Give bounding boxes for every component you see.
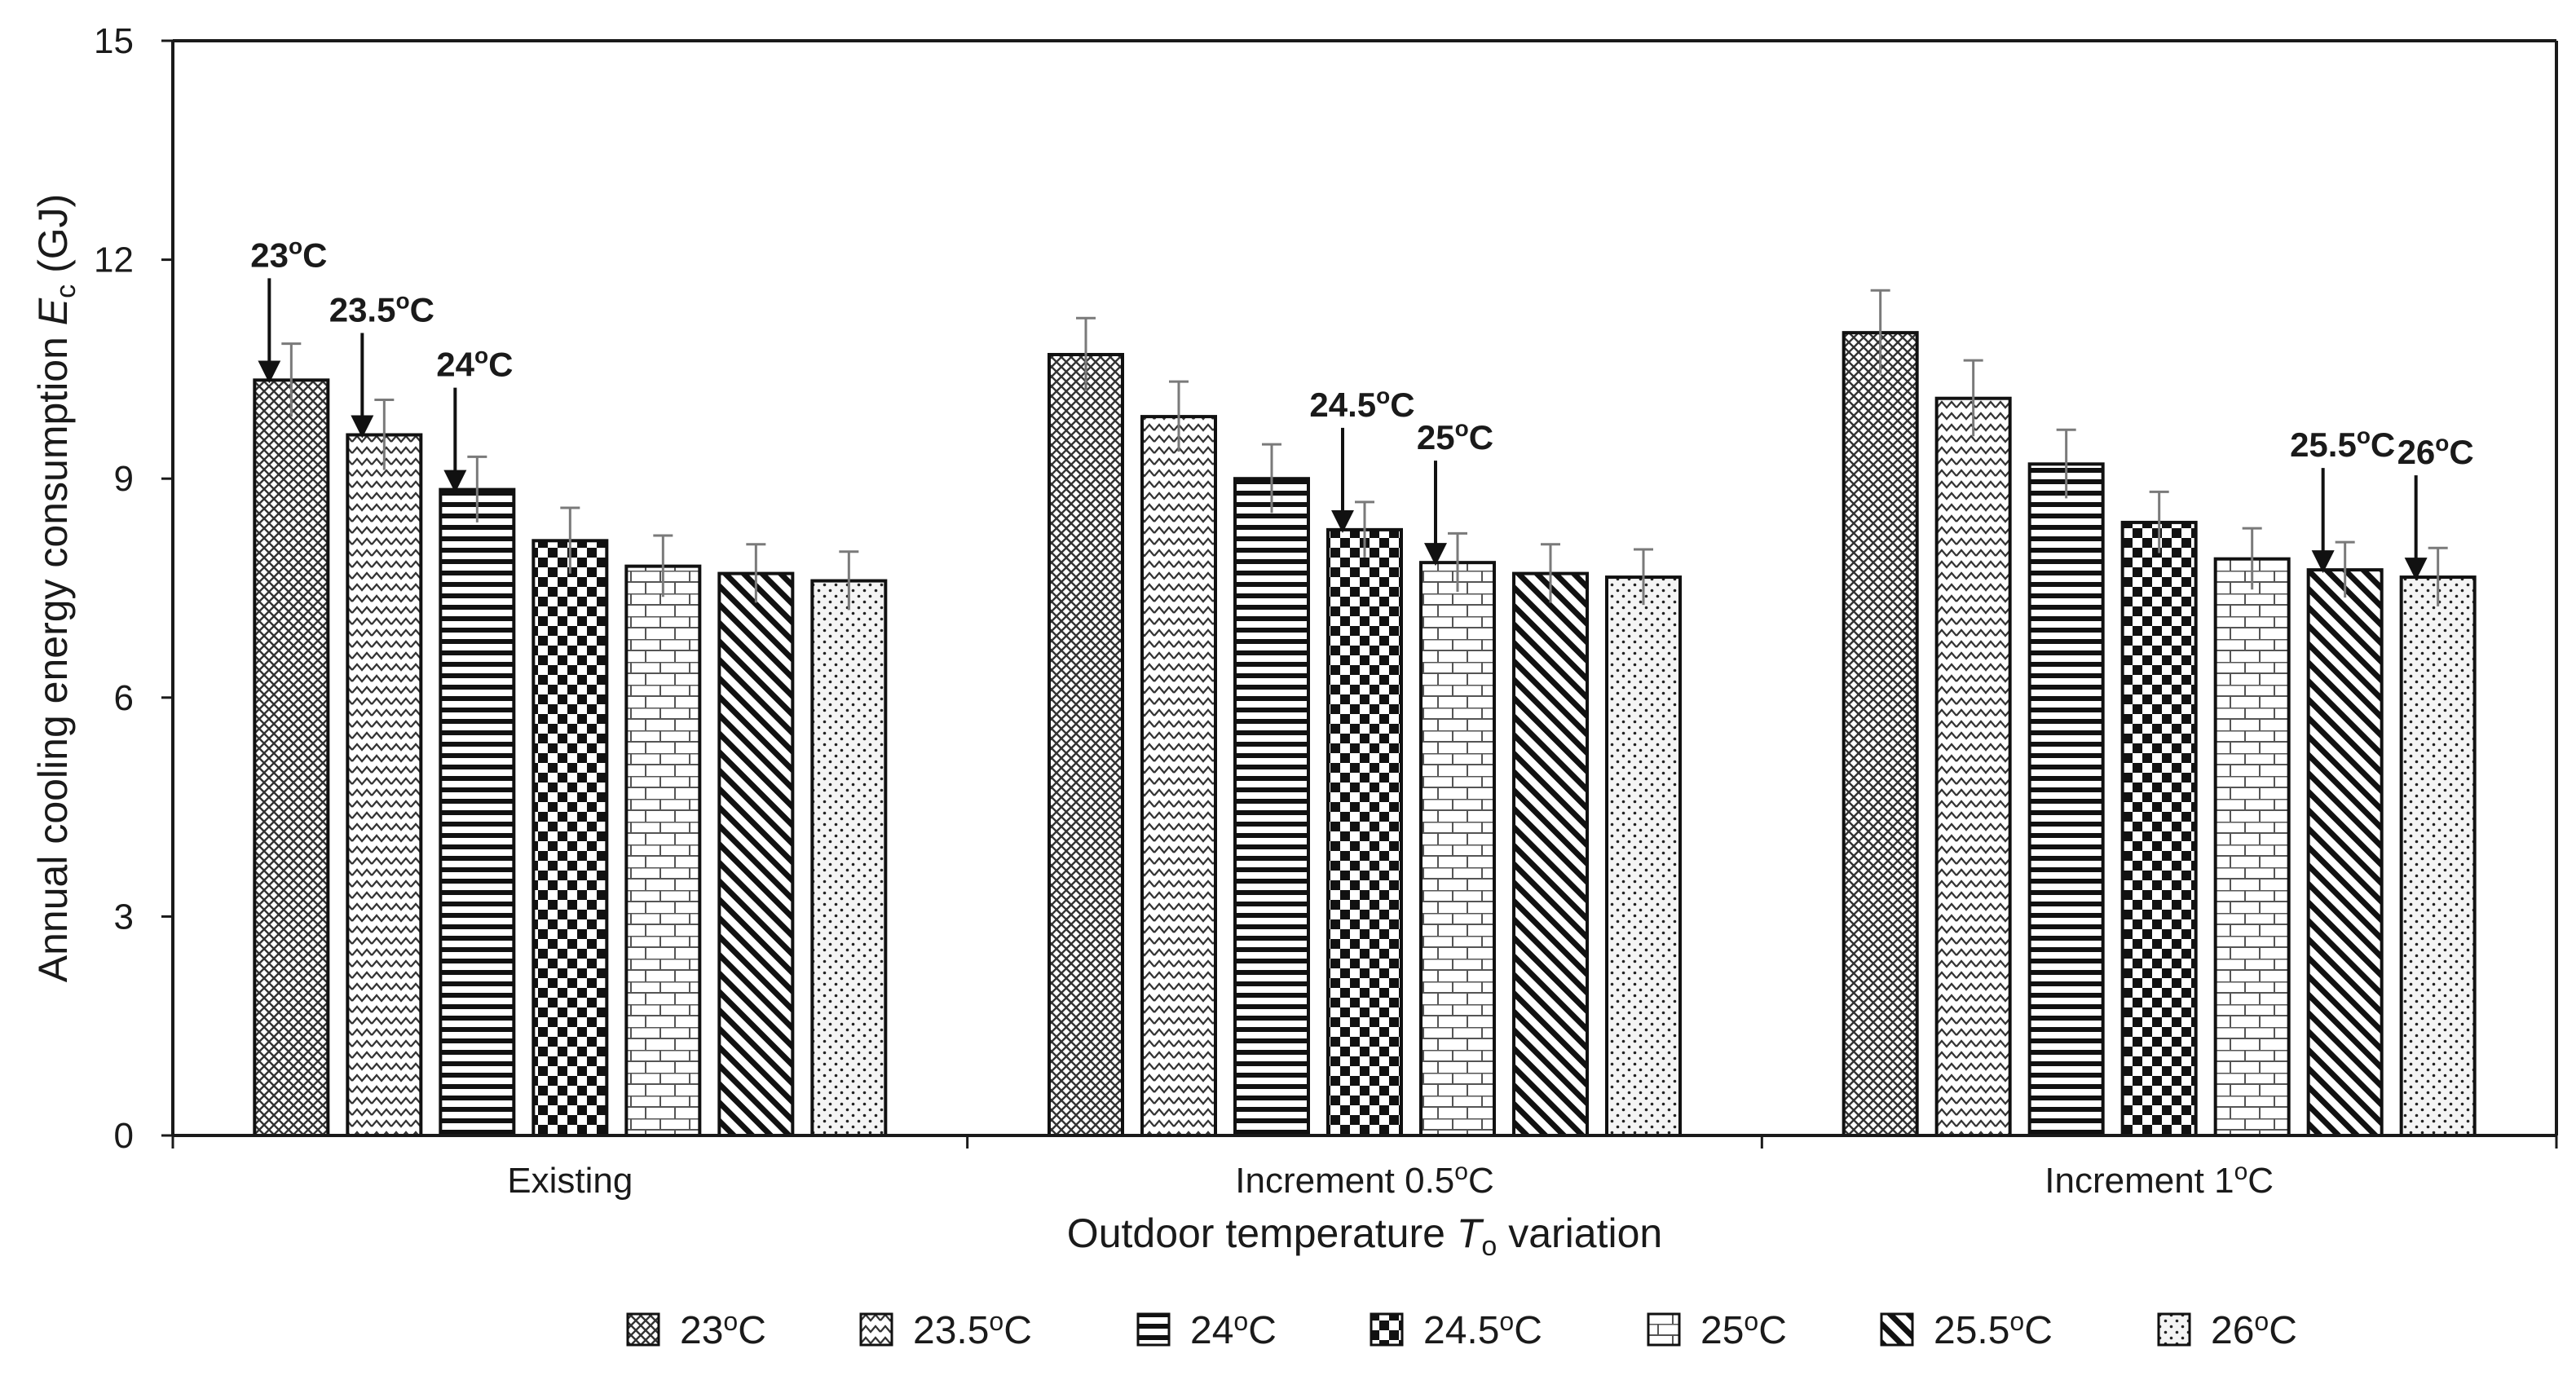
bar-24-5C-1 — [1326, 527, 1403, 1137]
annotation-label: 23oC — [250, 233, 327, 274]
annotation-label: 26oC — [2397, 430, 2474, 471]
y-tick-label: 15 — [94, 21, 134, 61]
annotation-label: 23.5oC — [329, 288, 434, 328]
legend-label: 24oC — [1190, 1307, 1277, 1352]
annotation-label: 24oC — [436, 343, 513, 384]
legend-label: 25.5oC — [1934, 1307, 2053, 1352]
y-axis-title: Annual cooling energy consumption Ec (GJ… — [30, 194, 82, 983]
bar-24-5C-0 — [532, 539, 609, 1137]
x-axis-title: Outdoor temperature To variation — [1067, 1210, 1662, 1262]
bar-25-5C-1 — [1512, 571, 1589, 1137]
annotation-label: 24.5oC — [1309, 383, 1414, 424]
legend-label: 23oC — [680, 1307, 766, 1352]
bar-26C-2 — [2399, 575, 2477, 1137]
bar-23-5C-2 — [1934, 396, 2012, 1138]
bar-24C-0 — [439, 487, 516, 1137]
legend-label: 23.5oC — [913, 1307, 1032, 1352]
y-axis-ticks: 0 3 6 9 12 15 — [94, 21, 173, 1156]
bar-25-5C-0 — [717, 571, 795, 1137]
bar-23C-2 — [1842, 331, 1919, 1137]
legend-swatch — [1647, 1312, 1681, 1347]
legend-label: 24.5oC — [1423, 1307, 1542, 1352]
bars-layer — [253, 331, 2477, 1138]
y-tick-label: 9 — [114, 459, 134, 499]
bar-24C-1 — [1233, 477, 1310, 1137]
y-tick-label: 0 — [114, 1116, 134, 1156]
legend-label: 25oC — [1700, 1307, 1787, 1352]
bar-26C-1 — [1605, 575, 1682, 1137]
bar-23-5C-1 — [1140, 415, 1217, 1137]
legend-swatch — [1370, 1312, 1404, 1347]
y-tick-label: 6 — [114, 678, 134, 718]
legend-swatch — [626, 1312, 660, 1347]
legend-swatch — [1880, 1312, 1914, 1347]
x-category-label: Existing — [507, 1161, 633, 1201]
bar-23C-1 — [1048, 352, 1124, 1137]
bar-25C-0 — [624, 564, 702, 1137]
x-axis-ticks: Existing Increment 0.5oC Increment 1oC — [171, 1135, 2558, 1201]
bar-24-5C-2 — [2120, 520, 2198, 1137]
x-category-label: Increment 0.5oC — [1235, 1158, 1494, 1201]
error-bars-layer — [281, 289, 2448, 611]
x-category-label: Increment 1oC — [2044, 1158, 2274, 1201]
legend-label: 26oC — [2211, 1307, 2297, 1352]
annotation-label: 25oC — [1417, 416, 1493, 456]
bar-25-5C-2 — [2306, 568, 2384, 1137]
bar-23-5C-0 — [346, 433, 423, 1137]
legend-swatch — [1136, 1312, 1171, 1347]
bar-25C-1 — [1419, 561, 1496, 1137]
legend-swatch — [2157, 1312, 2191, 1347]
legend-swatch — [859, 1312, 893, 1347]
bar-23C-0 — [253, 378, 330, 1137]
annotation-label: 25.5oC — [2290, 423, 2395, 464]
legend: 23oC 23.5oC 24oC 24.5oC 25oC 25.5oC 26oC — [626, 1307, 2297, 1352]
y-tick-label: 12 — [94, 240, 134, 280]
bar-26C-0 — [810, 579, 888, 1137]
y-tick-label: 3 — [114, 897, 134, 937]
bar-25C-2 — [2213, 557, 2291, 1137]
bar-24C-2 — [2027, 462, 2105, 1137]
